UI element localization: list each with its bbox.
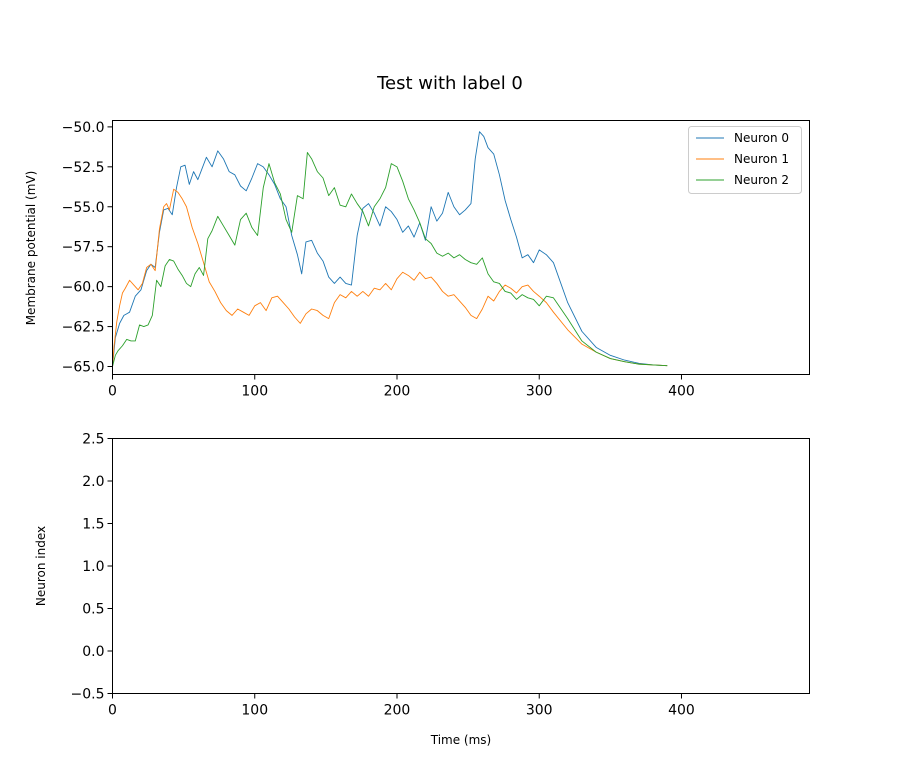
spike-raster-y-tick-label: 2.5 <box>82 432 104 448</box>
membrane-potential-y-tick-label: −52.5 <box>62 160 105 176</box>
series-line-neuron-0 <box>112 131 668 367</box>
membrane-potential-x-tick-label: 300 <box>526 384 553 400</box>
membrane-potential-ylabel: Membrane potential (mV) <box>24 171 38 326</box>
spike-raster-x-ticks: 0 100 200 300 400 <box>108 693 695 719</box>
membrane-potential-y-tick-label: −65.0 <box>62 360 105 376</box>
membrane-potential-y-tick-label: −62.5 <box>62 320 105 336</box>
membrane-potential-y-tick-label: −60.0 <box>62 280 105 296</box>
spike-raster-y-tick-label: −0.5 <box>71 687 105 703</box>
spike-raster-x-tick-label: 200 <box>384 703 411 719</box>
membrane-potential-y-tick-label: −57.5 <box>62 240 105 256</box>
membrane-potential-x-ticks: 0 100 200 300 400 <box>108 374 695 400</box>
membrane-potential-x-tick-label: 0 <box>108 384 117 400</box>
membrane-potential-x-tick-label: 400 <box>668 384 695 400</box>
membrane-potential-axes-frame <box>112 120 810 375</box>
spike-raster-x-tick-label: 300 <box>526 703 553 719</box>
series-line-neuron-1 <box>112 188 668 367</box>
spike-raster-y-tick-label: 1.5 <box>82 517 104 533</box>
figure-title: Test with label 0 <box>376 73 523 94</box>
legend-label-neuron-2: Neuron 2 <box>734 173 789 187</box>
spike-raster-y-ticks: −0.5 0.0 0.5 1.0 1.5 2.0 2.5 <box>71 432 113 703</box>
spike-raster-y-tick-label: 0.0 <box>82 644 104 660</box>
legend-label-neuron-1: Neuron 1 <box>734 152 789 166</box>
membrane-potential-y-tick-label: −55.0 <box>62 200 105 216</box>
membrane-potential-lines <box>112 131 668 367</box>
membrane-potential-panel: 0 100 200 300 400 −65.0−62.5−60.0−57.5−55.0−… <box>24 120 810 400</box>
spike-raster-y-tick-label: 0.5 <box>82 602 104 618</box>
series-line-neuron-2 <box>112 151 668 367</box>
membrane-potential-y-ticks: −65.0 −62.5 −60.0 −57.5 −55.0 −52.5 −50.0 <box>62 120 113 376</box>
spike-raster-y-tick-label: 1.0 <box>82 559 104 575</box>
membrane-potential-x-tick-label: 200 <box>384 384 411 400</box>
legend-entries: Neuron 0 Neuron 1 Neuron 2 <box>696 131 789 187</box>
membrane-potential-x-tick-label: 100 <box>241 384 268 400</box>
spike-raster-panel: 0 100 200 300 400 −0.5 0.0 0.5 1.0 1.5 2.0 2.5 Neu… <box>34 432 810 747</box>
spike-raster-y-tick-label: 2.0 <box>82 474 104 490</box>
spike-raster-x-tick-label: 100 <box>241 703 268 719</box>
spike-raster-ylabel: Neuron index <box>34 526 48 606</box>
legend: Neuron 0 Neuron 1 Neuron 2 <box>688 126 802 194</box>
spike-raster-xlabel: Time (ms) <box>430 733 492 747</box>
legend-label-neuron-0: Neuron 0 <box>734 131 789 145</box>
spike-raster-x-tick-label: 0 <box>108 703 117 719</box>
spike-raster-x-tick-label: 400 <box>668 703 695 719</box>
membrane-potential-y-tick-label: −50.0 <box>62 120 105 136</box>
legend-box <box>688 126 802 194</box>
